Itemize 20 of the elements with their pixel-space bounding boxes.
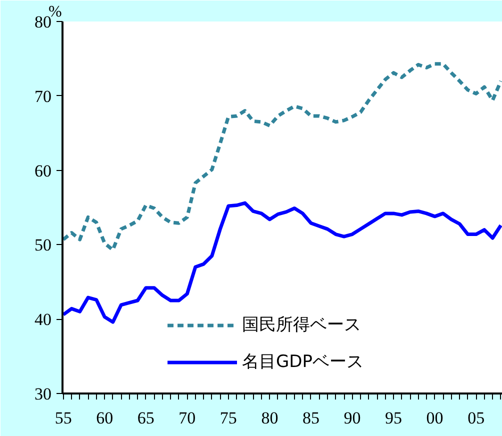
y-tick-label: 80 (34, 12, 52, 32)
x-tick-label: 85 (302, 408, 320, 428)
x-tick-label: 70 (178, 408, 196, 428)
x-tick-label: 05 (468, 408, 485, 428)
x-tick-label: 90 (344, 408, 361, 428)
x-tick-label: 75 (220, 408, 237, 428)
y-tick-label: 70 (34, 86, 52, 106)
y-tick-label: 50 (34, 236, 52, 255)
x-tick-label: 80 (261, 408, 278, 428)
y-tick-label: 40 (34, 310, 52, 330)
y-tick-label: 60 (34, 161, 52, 180)
x-tick-label: 55 (54, 408, 72, 428)
legend-label: 国民所得ベース (242, 314, 361, 336)
x-tick-label: 65 (137, 408, 154, 428)
x-tick-label: 00 (426, 408, 444, 428)
x-tick-label: 60 (96, 408, 114, 428)
line-series (62, 62, 502, 252)
legend-label: 名目GDPベース (242, 351, 364, 373)
x-tick-label: 95 (385, 408, 402, 428)
y-tick-label: 30 (34, 384, 52, 404)
